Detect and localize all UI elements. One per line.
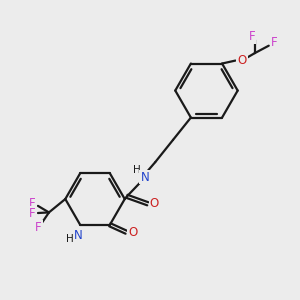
Text: F: F [271, 36, 278, 49]
Text: F: F [248, 30, 255, 43]
Text: H: H [133, 166, 140, 176]
Text: F: F [29, 197, 36, 210]
Text: F: F [29, 207, 36, 220]
Text: O: O [128, 226, 137, 239]
Text: N: N [74, 229, 83, 242]
Text: F: F [35, 221, 42, 234]
Text: H: H [66, 234, 74, 244]
Text: N: N [140, 170, 149, 184]
Text: O: O [150, 197, 159, 210]
Text: O: O [237, 54, 247, 67]
